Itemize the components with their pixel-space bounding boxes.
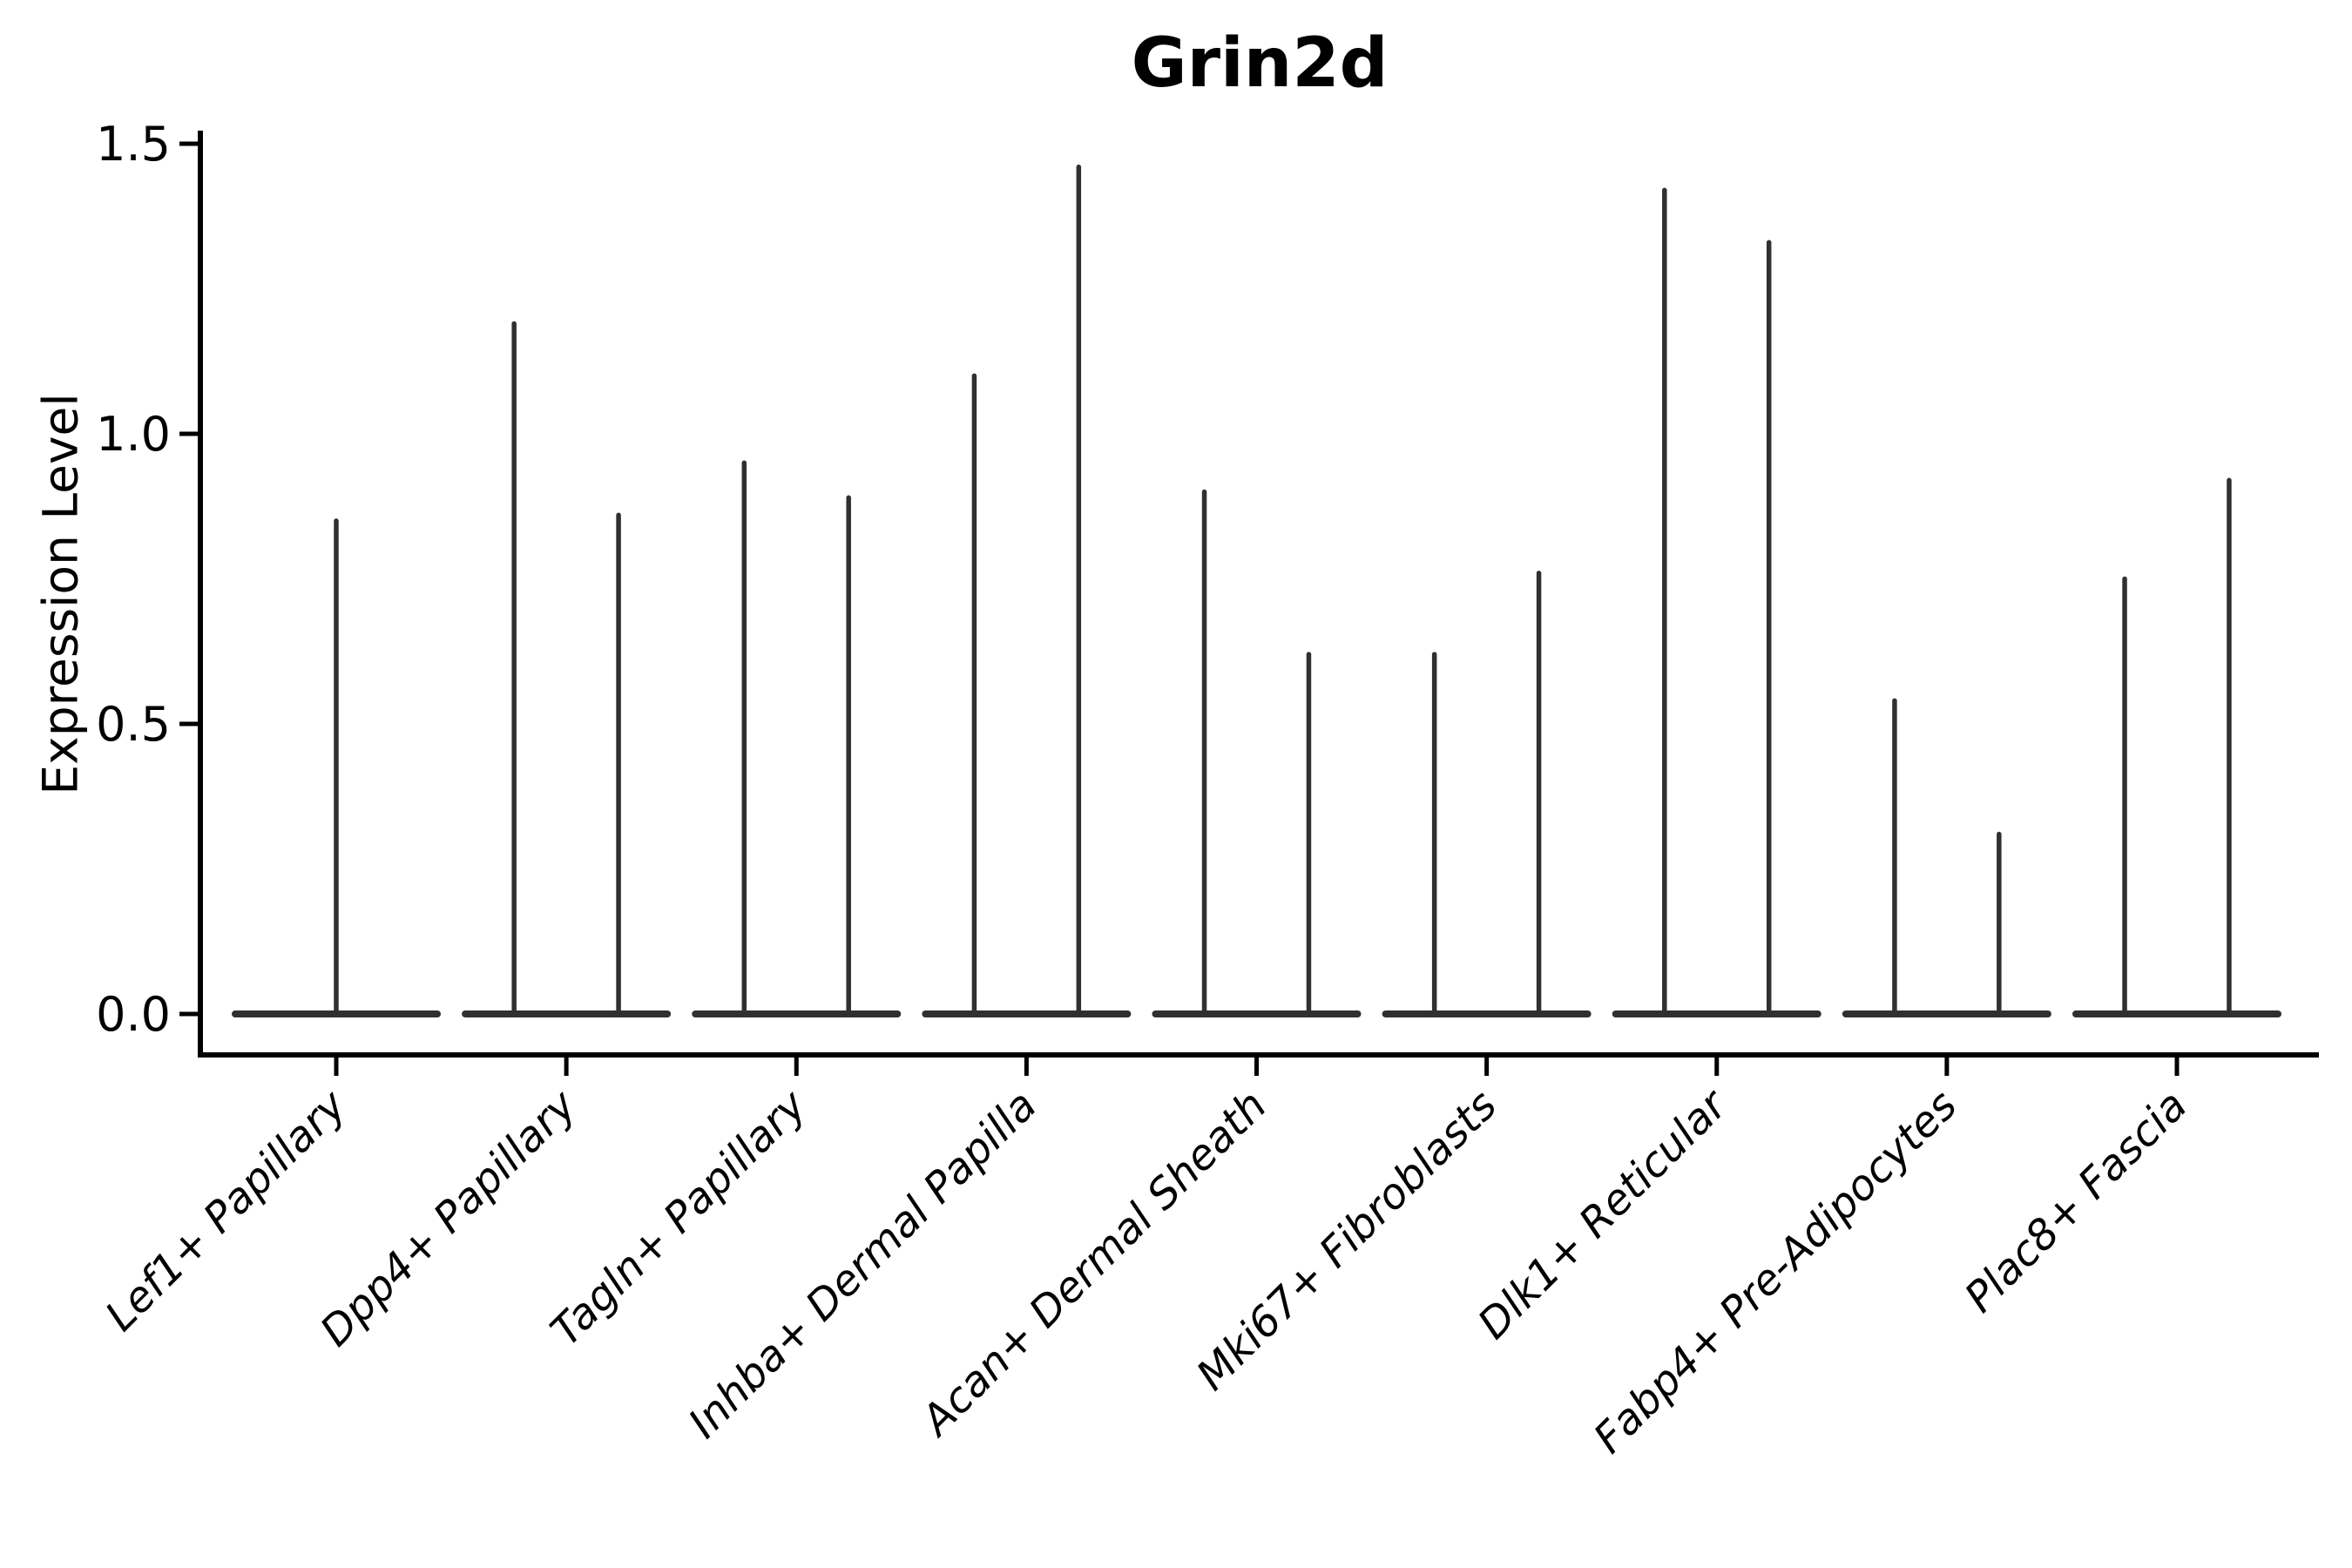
violin-body: [1612, 1010, 1821, 1017]
x-tick-label: Plac8+ Fascia: [1956, 1081, 2197, 1322]
x-tick-label: Fabp4+ Pre-Adipocytes: [1585, 1081, 1967, 1463]
y-tick-label: 0.5: [96, 697, 171, 752]
y-tick-label: 0.0: [96, 987, 171, 1042]
x-tick-label: Tagln+ Papillary: [542, 1080, 817, 1355]
x-tick-label: Dpp4+ Papillary: [311, 1080, 586, 1355]
y-tick-label: 1.5: [96, 117, 171, 172]
violin-body: [692, 1010, 902, 1017]
violin-body: [1152, 1010, 1362, 1017]
violin-body: [922, 1010, 1132, 1017]
x-tick-label: Lef1+ Papillary: [96, 1080, 356, 1341]
violin-body: [462, 1010, 672, 1017]
violin-body: [1842, 1010, 2051, 1017]
violin-body: [2072, 1010, 2281, 1017]
chart-title: Grin2d: [1131, 24, 1389, 103]
x-tick-label: Dlk1+ Reticular: [1469, 1079, 1739, 1349]
violin-body: [1382, 1010, 1592, 1017]
y-tick-label: 1.0: [96, 407, 171, 462]
